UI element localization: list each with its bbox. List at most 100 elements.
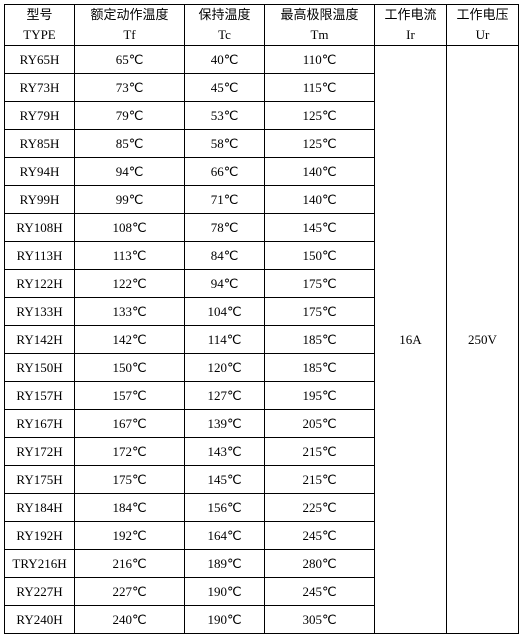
cell-tm: 140℃ [265,158,375,186]
cell-tf: 192℃ [75,522,185,550]
cell-tf: 172℃ [75,438,185,466]
cell-tm: 145℃ [265,214,375,242]
cell-tf: 157℃ [75,382,185,410]
col-header-ir-line1: 工作电流 [384,7,436,22]
col-header-tc-line2: Tc [218,27,231,42]
spec-table: 型号 TYPE 额定动作温度 Tf 保持温度 Tc 最高极限温度 Tm 工作电流… [4,4,519,634]
cell-type: RY142H [5,326,75,354]
cell-type: RY79H [5,102,75,130]
cell-type: RY94H [5,158,75,186]
cell-type: RY192H [5,522,75,550]
cell-tm: 140℃ [265,186,375,214]
cell-tf: 73℃ [75,74,185,102]
cell-tf: 227℃ [75,578,185,606]
cell-tc: 143℃ [185,438,265,466]
col-header-ur-line2: Ur [476,27,490,42]
col-header-tf-line2: Tf [123,27,135,42]
cell-tm: 175℃ [265,270,375,298]
col-header-tm-line1: 最高极限温度 [280,7,358,22]
cell-tc: 145℃ [185,466,265,494]
cell-tc: 189℃ [185,550,265,578]
cell-type: RY227H [5,578,75,606]
cell-tc: 40℃ [185,46,265,74]
cell-type: RY65H [5,46,75,74]
cell-tc: 71℃ [185,186,265,214]
cell-tc: 139℃ [185,410,265,438]
cell-tf: 167℃ [75,410,185,438]
col-header-tm-line2: Tm [310,27,328,42]
col-header-ur: 工作电压 Ur [447,5,519,46]
cell-tc: 58℃ [185,130,265,158]
cell-type: RY108H [5,214,75,242]
col-header-tf: 额定动作温度 Tf [75,5,185,46]
table-body: RY65H65℃40℃110℃16A250VRY73H73℃45℃115℃ RY7… [5,46,519,634]
cell-tf: 94℃ [75,158,185,186]
col-header-ir-line2: Ir [406,27,415,42]
cell-type: RY113H [5,242,75,270]
cell-tf: 79℃ [75,102,185,130]
col-header-tm: 最高极限温度 Tm [265,5,375,46]
table-row: RY65H65℃40℃110℃16A250V [5,46,519,74]
cell-tm: 175℃ [265,298,375,326]
header-row: 型号 TYPE 额定动作温度 Tf 保持温度 Tc 最高极限温度 Tm 工作电流… [5,5,519,46]
cell-type: RY172H [5,438,75,466]
cell-tf: 113℃ [75,242,185,270]
cell-tm: 215℃ [265,466,375,494]
cell-tc: 84℃ [185,242,265,270]
col-header-tf-line1: 额定动作温度 [90,7,168,22]
cell-type: RY99H [5,186,75,214]
cell-tf: 142℃ [75,326,185,354]
cell-tf: 216℃ [75,550,185,578]
cell-tm: 115℃ [265,74,375,102]
cell-tc: 114℃ [185,326,265,354]
cell-tm: 225℃ [265,494,375,522]
cell-tf: 150℃ [75,354,185,382]
cell-tm: 150℃ [265,242,375,270]
cell-type: RY122H [5,270,75,298]
cell-tm: 185℃ [265,354,375,382]
cell-tm: 215℃ [265,438,375,466]
cell-tf: 108℃ [75,214,185,242]
cell-type: RY157H [5,382,75,410]
cell-tm: 125℃ [265,102,375,130]
cell-type: RY73H [5,74,75,102]
cell-tc: 190℃ [185,606,265,634]
cell-tm: 125℃ [265,130,375,158]
col-header-tc: 保持温度 Tc [185,5,265,46]
cell-tc: 156℃ [185,494,265,522]
cell-tf: 99℃ [75,186,185,214]
cell-ir-merged: 16A [375,46,447,634]
cell-tf: 85℃ [75,130,185,158]
cell-tc: 53℃ [185,102,265,130]
cell-type: RY240H [5,606,75,634]
cell-type: TRY216H [5,550,75,578]
cell-tf: 122℃ [75,270,185,298]
cell-tc: 78℃ [185,214,265,242]
cell-tm: 245℃ [265,578,375,606]
cell-tm: 245℃ [265,522,375,550]
col-header-type-line2: TYPE [23,27,56,42]
cell-type: RY133H [5,298,75,326]
cell-tf: 240℃ [75,606,185,634]
col-header-type: 型号 TYPE [5,5,75,46]
cell-type: RY85H [5,130,75,158]
cell-tc: 164℃ [185,522,265,550]
cell-tm: 280℃ [265,550,375,578]
cell-tc: 104℃ [185,298,265,326]
cell-tm: 185℃ [265,326,375,354]
cell-type: RY184H [5,494,75,522]
cell-type: RY150H [5,354,75,382]
col-header-tc-line1: 保持温度 [198,7,250,22]
cell-tc: 45℃ [185,74,265,102]
cell-tm: 110℃ [265,46,375,74]
cell-tc: 66℃ [185,158,265,186]
cell-tf: 184℃ [75,494,185,522]
cell-tm: 205℃ [265,410,375,438]
cell-tf: 133℃ [75,298,185,326]
col-header-ir: 工作电流 Ir [375,5,447,46]
cell-tc: 127℃ [185,382,265,410]
cell-tm: 305℃ [265,606,375,634]
cell-tc: 94℃ [185,270,265,298]
col-header-type-line1: 型号 [26,7,52,22]
cell-tc: 190℃ [185,578,265,606]
